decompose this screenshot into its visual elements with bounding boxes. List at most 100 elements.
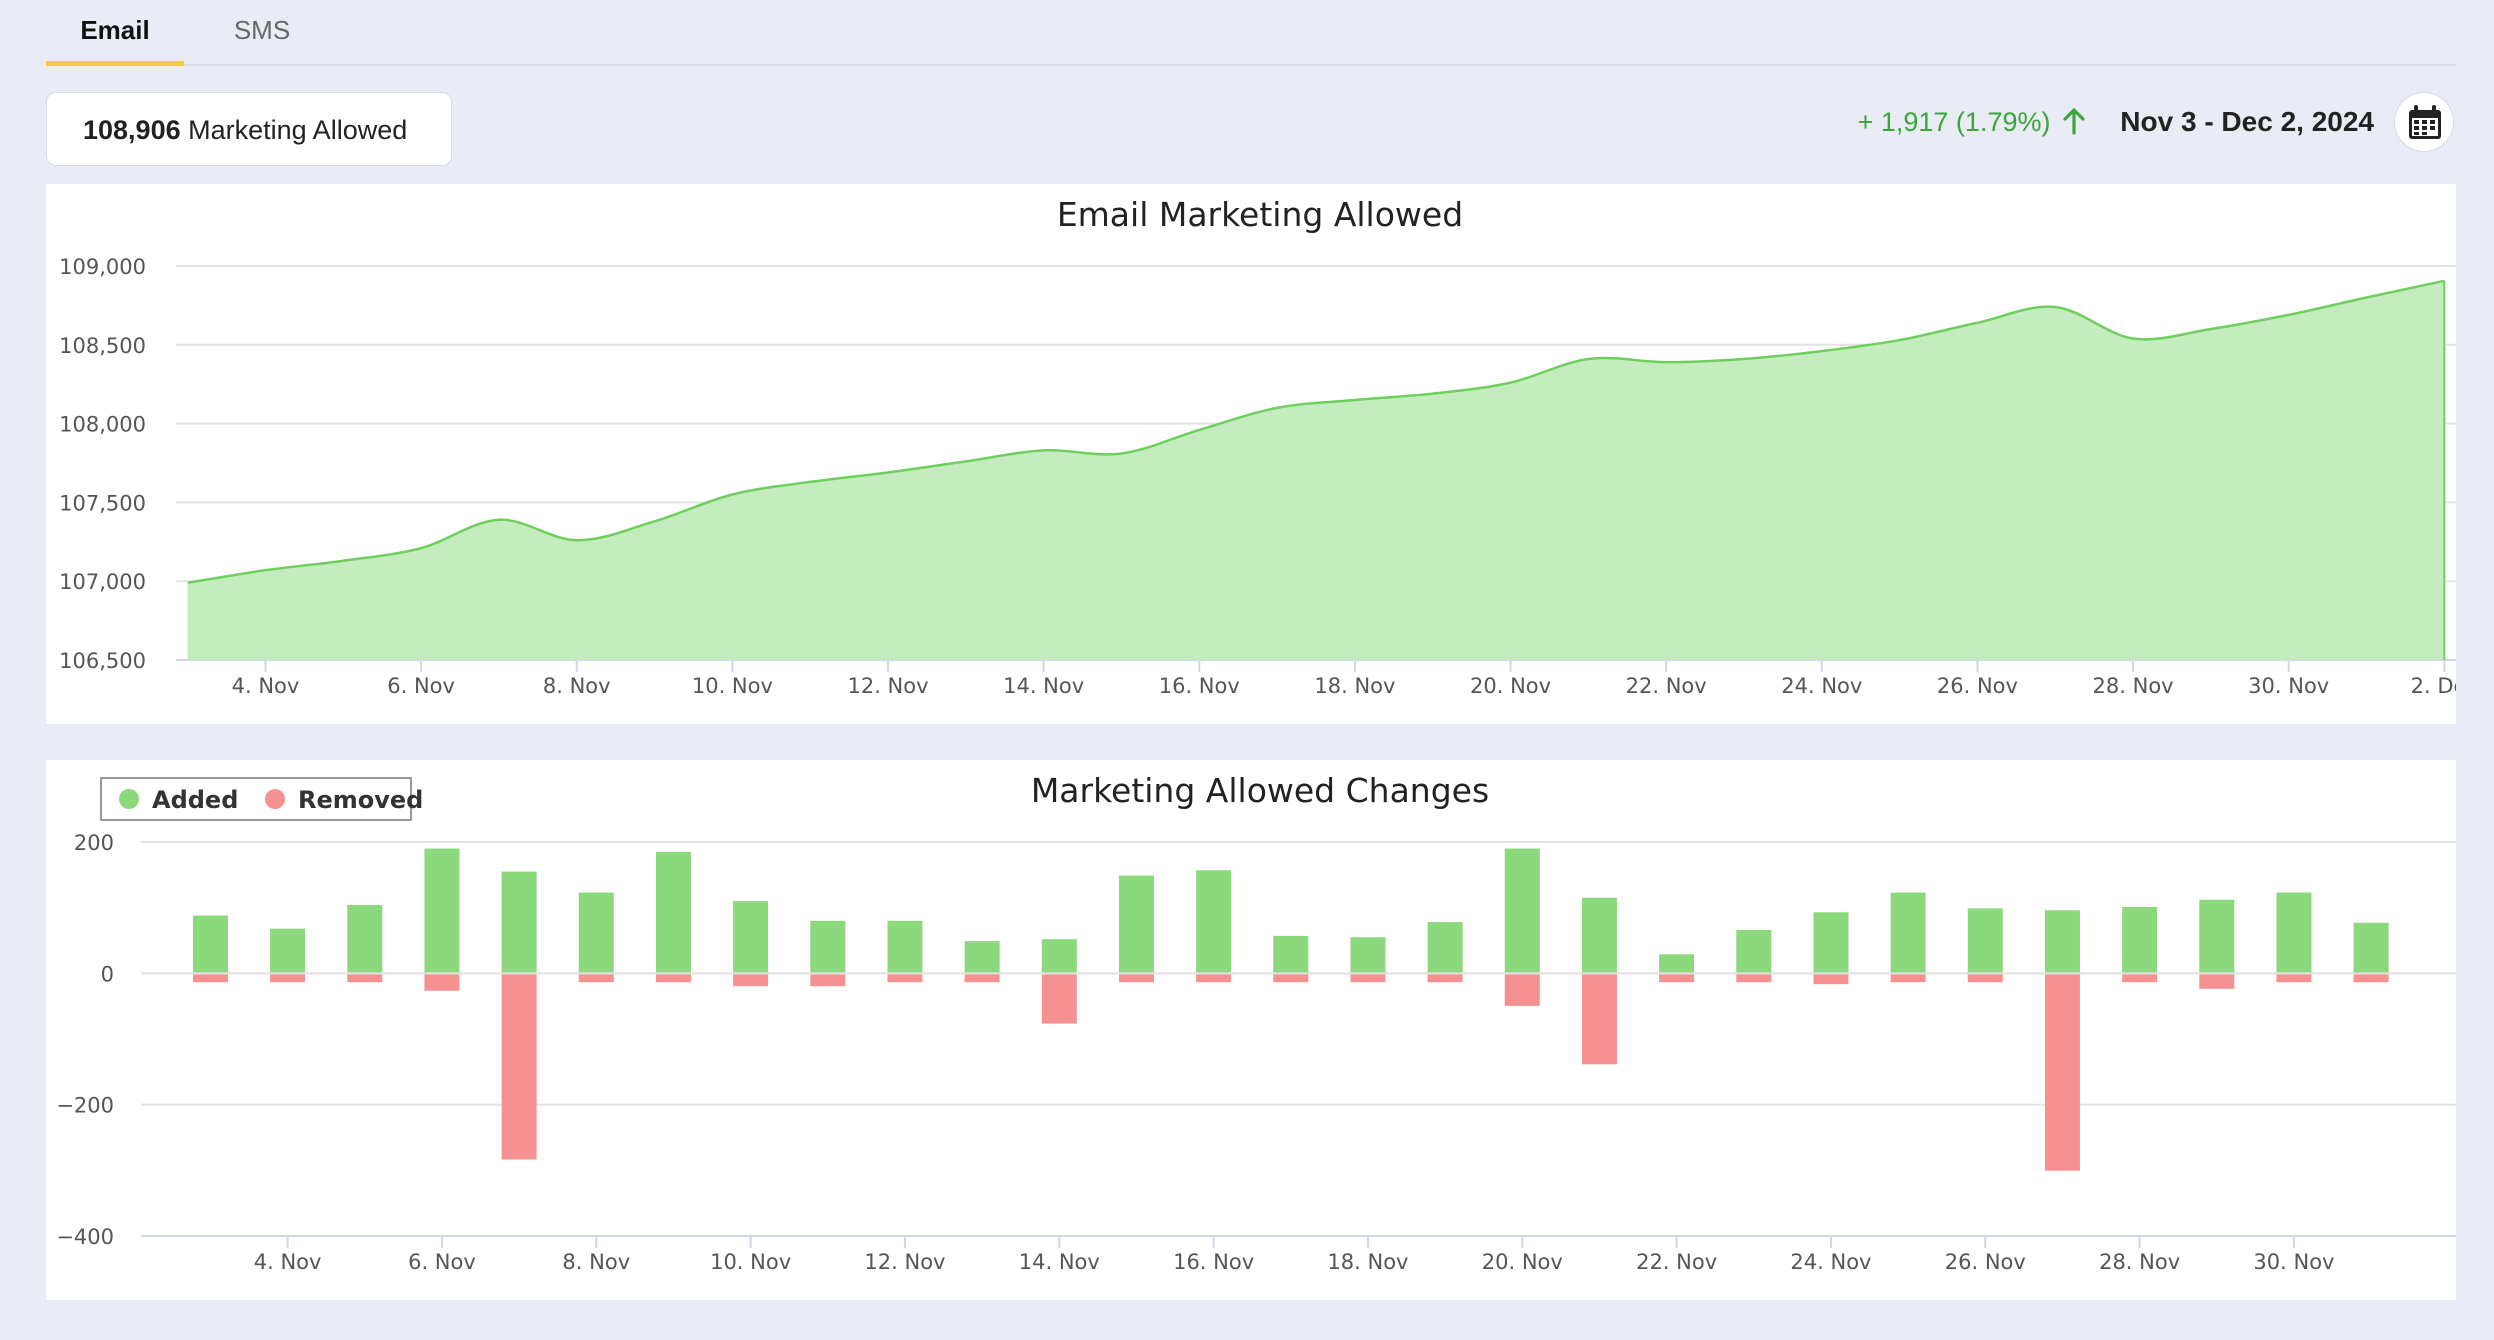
bar-added: [733, 901, 769, 974]
bar-added: [887, 920, 923, 974]
bar-added: [2122, 907, 2158, 974]
bar-added: [347, 905, 383, 974]
calendar-icon: [2409, 105, 2441, 139]
channel-tabs: Email SMS: [46, 0, 2456, 66]
x-tick-label: 10. Nov: [692, 674, 773, 698]
bar-added: [2044, 910, 2080, 974]
bar-removed: [1813, 974, 1849, 985]
bar-removed: [347, 974, 383, 983]
bar-removed: [1504, 974, 1540, 1006]
y-tick-label: −400: [56, 1225, 114, 1249]
change-text: + 1,917 (1.79%): [1857, 107, 2051, 137]
bar-removed: [655, 974, 691, 983]
arrow-up-icon: [2063, 108, 2085, 135]
x-tick-label: 18. Nov: [1314, 674, 1395, 698]
bar-added: [1504, 848, 1540, 974]
tab-sms[interactable]: SMS: [233, 15, 291, 45]
x-tick-label: 8. Nov: [543, 674, 611, 698]
bar-removed: [2199, 974, 2235, 989]
legend-removed[interactable]: Removed: [298, 786, 423, 814]
x-tick-label: 30. Nov: [2248, 674, 2329, 698]
bar-added: [964, 941, 1000, 974]
legend: Added Removed: [100, 777, 423, 821]
y-tick-label: 0: [101, 962, 114, 986]
x-tick-label: 12. Nov: [864, 1250, 945, 1274]
x-tick-label: 30. Nov: [2253, 1250, 2334, 1274]
x-tick-label: 16. Nov: [1159, 674, 1240, 698]
bar-added: [2199, 899, 2235, 974]
x-tick-label: 22. Nov: [1626, 674, 1707, 698]
area-chart: Email Marketing Allowed 106,500 107,000 10…: [59, 195, 2478, 698]
x-tick-label: 28. Nov: [2099, 1250, 2180, 1274]
legend-added-swatch: [119, 789, 139, 809]
bar-removed: [192, 974, 228, 983]
x-tick-label: 22. Nov: [1636, 1250, 1717, 1274]
bar-added: [1273, 935, 1309, 974]
x-tick-label: 14. Nov: [1003, 674, 1084, 698]
bar-chart: Marketing Allowed Changes Added Removed …: [56, 771, 2456, 1274]
bar-added: [1659, 954, 1695, 974]
bar-added: [1736, 929, 1772, 974]
x-tick-label: 20. Nov: [1482, 1250, 1563, 1274]
bar-removed: [1427, 974, 1463, 983]
bar-added: [2353, 922, 2389, 974]
y-tick-label: 107,000: [59, 570, 146, 594]
bar-added: [501, 871, 537, 974]
bar-added: [1581, 897, 1617, 974]
bar-removed: [1273, 974, 1309, 983]
bar-added: [810, 920, 846, 974]
bar-added: [1350, 937, 1386, 974]
bar-removed: [270, 974, 306, 983]
bar-removed: [1041, 974, 1077, 1024]
y-tick-label: 200: [74, 831, 114, 855]
bar-removed: [1967, 974, 2003, 983]
y-tick-label: 108,500: [59, 334, 146, 358]
bar-added: [578, 892, 614, 974]
legend-added[interactable]: Added: [152, 786, 238, 814]
x-tick-label: 4. Nov: [254, 1250, 322, 1274]
chart-title: Marketing Allowed Changes: [1031, 771, 1489, 810]
bar-added: [1890, 892, 1926, 974]
summary-label: Marketing Allowed: [188, 115, 408, 145]
area-chart-panel: Email Marketing Allowed 106,500 107,000 10…: [46, 184, 2478, 724]
x-tick-label: 4. Nov: [232, 674, 300, 698]
bar-added: [270, 928, 306, 974]
x-tick-label: 12. Nov: [847, 674, 928, 698]
x-tick-label: 24. Nov: [1790, 1250, 1871, 1274]
y-tick-label: 109,000: [59, 255, 146, 279]
bar-removed: [887, 974, 923, 983]
y-tick-label: 106,500: [59, 649, 146, 673]
x-tick-label: 20. Nov: [1470, 674, 1551, 698]
x-tick-label: 18. Nov: [1327, 1250, 1408, 1274]
bar-removed: [2353, 974, 2389, 983]
bar-removed: [2122, 974, 2158, 983]
bar-removed: [964, 974, 1000, 983]
bar-added: [1041, 939, 1077, 974]
bar-removed: [1118, 974, 1154, 983]
bar-added: [1967, 908, 2003, 974]
tab-email[interactable]: Email: [46, 0, 184, 66]
x-tick-label: 24. Nov: [1781, 674, 1862, 698]
series-line: [187, 279, 2445, 585]
y-tick-label: 107,500: [59, 491, 146, 515]
bar-removed: [2276, 974, 2312, 983]
x-tick-label: 26. Nov: [1937, 674, 2018, 698]
change-indicator: + 1,917 (1.79%): [1858, 100, 2086, 144]
calendar-button[interactable]: [2394, 92, 2454, 152]
x-tick-label: 14. Nov: [1019, 1250, 1100, 1274]
bar-removed: [1736, 974, 1772, 983]
bar-removed: [424, 974, 460, 991]
bar-removed: [1890, 974, 1926, 983]
bar-added: [655, 851, 691, 974]
summary-value: 108,906: [83, 115, 181, 145]
bar-removed: [1350, 974, 1386, 983]
x-tick-label: 26. Nov: [1945, 1250, 2026, 1274]
chart-title: Email Marketing Allowed: [1057, 195, 1463, 234]
summary-card: 108,906 Marketing Allowed: [46, 92, 452, 166]
x-tick-label: 6. Nov: [408, 1250, 476, 1274]
x-tick-label: 28. Nov: [2093, 674, 2174, 698]
date-range[interactable]: Nov 3 - Dec 2, 2024: [2120, 106, 2374, 137]
bar-removed: [2044, 974, 2080, 1171]
legend-removed-swatch: [265, 789, 285, 809]
bar-added: [1427, 922, 1463, 974]
